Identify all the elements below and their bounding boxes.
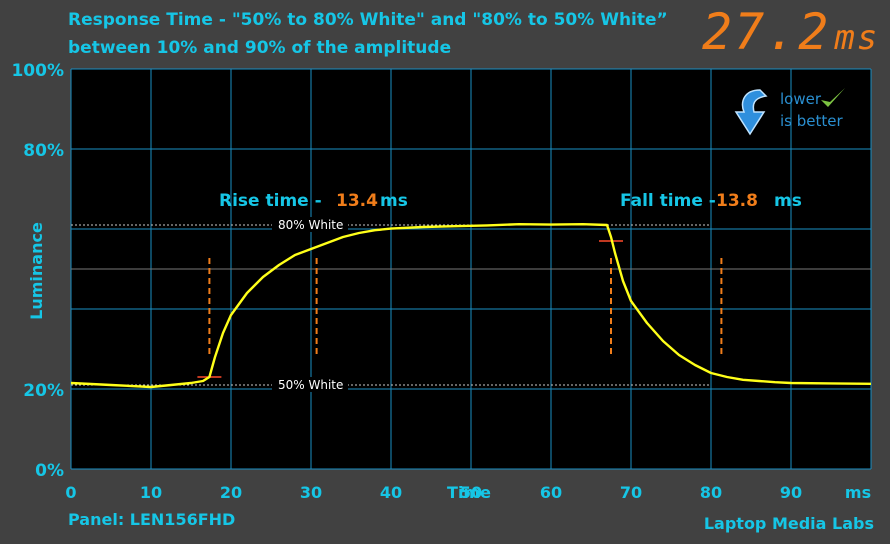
checkmark-icon [821,88,845,107]
chart-title: Response Time - "50% to 80% White" and "… [68,10,668,58]
fall-time-annotation: Fall time - 13.8 ms [620,191,802,211]
y-axis-label: Luminance [27,222,46,320]
y-tick-label: 80% [23,141,64,161]
total-response-value: 27.2 [702,3,831,61]
badge-line-2: is better [780,112,843,130]
lower-is-better-badge: lower is better [730,86,850,142]
grid-lines [70,68,872,470]
down-arrow-icon [734,89,768,136]
x-tick-label: 90 [780,483,802,502]
x-tick-label: 80 [700,483,722,502]
reference-label-background [272,217,348,232]
x-tick-label: 0 [65,483,76,502]
x-axis-unit: ms [845,483,871,502]
total-response-unit: ms [834,18,880,58]
y-tick-label: 100% [11,61,64,81]
panel-label: Panel: LEN156FHD [68,510,236,529]
rise-time-annotation: Rise time - 13.4 ms [219,191,408,211]
y-tick-label: 20% [23,381,64,401]
reference-label-background [272,377,348,392]
x-tick-label: 60 [540,483,562,502]
y-axis-ticks: 100% 80% 20% 0% [11,61,64,481]
fall-time-label: Fall time - [620,191,716,211]
fall-time-unit: ms [774,191,802,211]
total-response-readout: 27.2 ms [702,2,879,68]
x-tick-label: 70 [620,483,642,502]
brand-label: Laptop Media Labs [703,514,874,533]
x-axis-ticks: 0 10 20 30 40 50 60 70 80 90 [65,483,802,502]
y-tick-label: 0% [35,461,64,481]
reference-line-label: 80% White [278,218,343,232]
fall-time-value: 13.8 [716,191,758,211]
x-tick-label: 20 [220,483,242,502]
x-tick-label: 10 [140,483,162,502]
rise-time-unit: ms [380,191,408,211]
badge-line-1: lower [780,90,822,108]
x-tick-label: 50 [460,483,482,502]
rise-time-label: Rise time - [219,191,322,211]
rise-time-value: 13.4 [336,191,378,211]
x-tick-label: 30 [300,483,322,502]
reference-line-label: 50% White [278,378,343,392]
x-axis-label: Time [447,483,491,502]
luminance-trace [70,223,872,389]
x-tick-label: 40 [380,483,402,502]
